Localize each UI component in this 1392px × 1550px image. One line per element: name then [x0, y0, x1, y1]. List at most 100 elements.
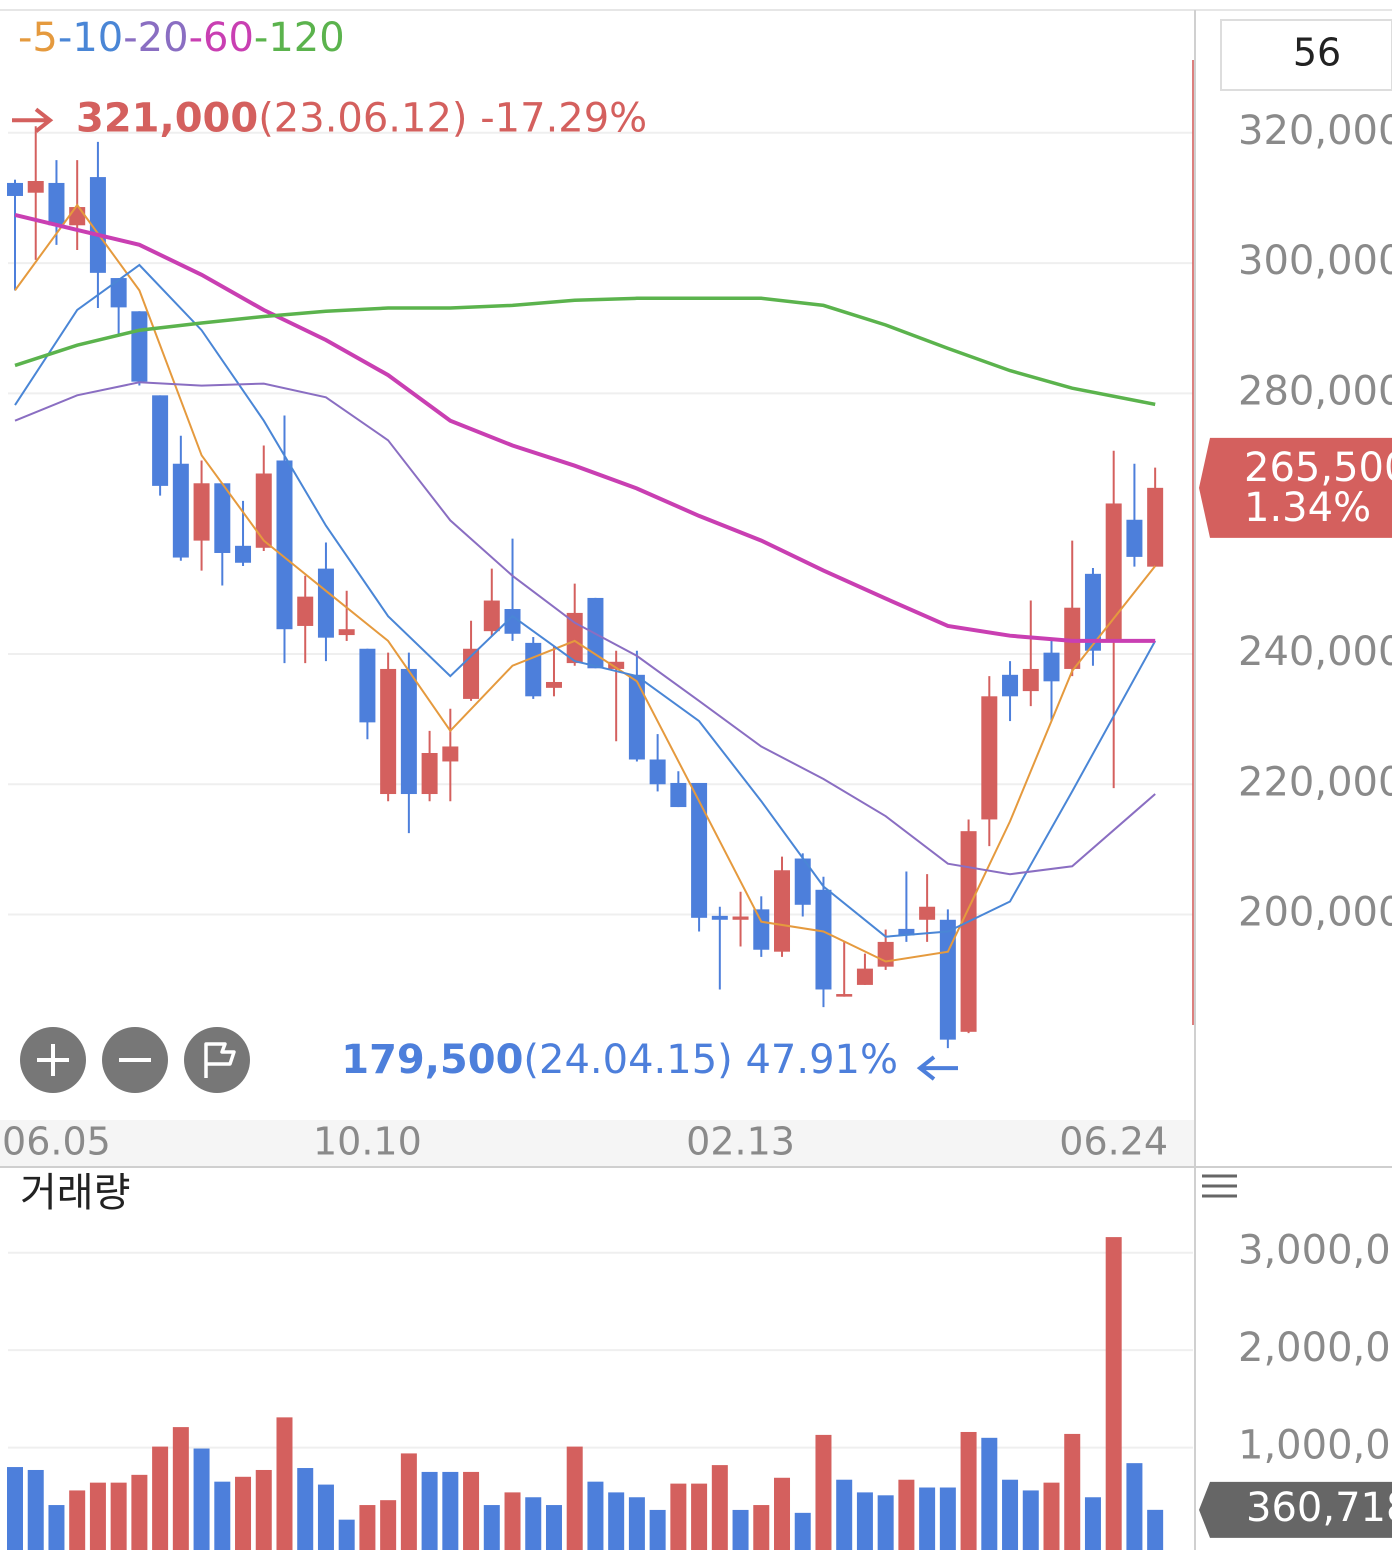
zoom-in-button[interactable] [20, 1027, 86, 1093]
volume-bar [338, 1519, 355, 1550]
legend-entry: -10 [58, 15, 123, 61]
volume-bar [421, 1471, 438, 1550]
y-tick-label: 240,000 [1238, 629, 1392, 675]
volume-bar [48, 1505, 65, 1550]
candle-body [235, 545, 252, 563]
volume-bar [89, 1482, 106, 1550]
candle-body [400, 668, 417, 795]
candle-body [504, 609, 521, 634]
y-tick-label: 2,000,000 [1238, 1325, 1392, 1371]
volume-bar [69, 1490, 86, 1550]
high-annotation: 321,000(23.06.12) -17.29% [76, 95, 647, 141]
volume-title: 거래량 [20, 1170, 130, 1216]
high-price: 321,000 [76, 95, 258, 141]
volume-current: 360,718 [1246, 1485, 1392, 1531]
current-tag [1199, 437, 1392, 538]
current-change: 1.34% [1244, 485, 1371, 531]
candle-body [359, 648, 376, 723]
candle-body [877, 941, 894, 967]
candle-body [89, 177, 106, 273]
candle-body [856, 968, 873, 985]
volume-tag [1199, 1481, 1392, 1538]
volume-bar [380, 1500, 397, 1550]
zoom-out-button[interactable] [102, 1027, 168, 1093]
candle-body [255, 473, 272, 548]
flag-button[interactable] [184, 1027, 250, 1093]
low-detail: (24.04.15) 47.91% [523, 1037, 898, 1083]
volume-bar [400, 1453, 417, 1550]
candle-body [1147, 487, 1164, 567]
candle-body [1064, 607, 1081, 669]
volume-bar [1126, 1463, 1143, 1550]
date-axis-band [0, 1120, 1195, 1166]
volume-bar [483, 1505, 500, 1550]
period-count[interactable]: 56 [1293, 31, 1341, 75]
volume-bar [545, 1505, 562, 1550]
candle-body [214, 483, 231, 553]
flag-circle[interactable] [184, 1027, 250, 1093]
candle-body [421, 752, 438, 795]
high-detail: (23.06.12) -17.29% [258, 95, 647, 141]
volume-bar [214, 1481, 231, 1550]
volume-bar [193, 1448, 210, 1550]
volume-bar [504, 1492, 521, 1550]
volume-bar [836, 1479, 853, 1550]
flag-icon[interactable] [204, 1042, 236, 1078]
candle-body [172, 463, 189, 558]
volume-bar [794, 1512, 811, 1550]
candle-body [297, 596, 314, 626]
candle-body [566, 612, 583, 664]
candle-body [649, 759, 666, 785]
menu-icon[interactable] [1202, 1174, 1237, 1198]
y-tick-label: 320,000 [1238, 108, 1392, 154]
candle-body [774, 870, 791, 952]
candle-body [898, 928, 915, 936]
y-tick-label: 300,000 [1238, 238, 1392, 284]
volume-bar [898, 1479, 915, 1550]
volume-bar [856, 1492, 873, 1550]
volume-bar [1064, 1433, 1081, 1550]
volume-bar [587, 1481, 604, 1550]
candle-body [1126, 519, 1143, 557]
volume-bar [442, 1471, 459, 1550]
candle-body [628, 674, 645, 760]
volume-bar [1043, 1482, 1060, 1550]
candle-body [152, 395, 169, 486]
candle-body [960, 831, 977, 1032]
volume-bar [1022, 1490, 1039, 1550]
candle-body [545, 681, 562, 688]
candle-body [1022, 668, 1039, 692]
volume-bar [1002, 1479, 1019, 1550]
candle-body [1084, 573, 1101, 651]
volume-bar [1147, 1509, 1164, 1550]
y-tick-label: 200,000 [1238, 890, 1392, 936]
volume-bar [939, 1487, 956, 1550]
volume-bar [110, 1482, 127, 1550]
volume-bar [877, 1495, 894, 1550]
volume-bar [525, 1497, 542, 1550]
candle-body [193, 483, 210, 541]
period-box[interactable] [1220, 19, 1392, 91]
menu-lines[interactable] [1202, 1174, 1237, 1198]
y-tick-label: 3,000,000 [1238, 1228, 1392, 1274]
candle-body [1105, 503, 1122, 641]
candle-body [981, 696, 998, 820]
candle-body [608, 661, 625, 669]
volume-bar [981, 1437, 998, 1550]
volume-bar [1084, 1497, 1101, 1550]
candle-body [27, 180, 44, 193]
candle-body [1043, 652, 1060, 682]
volume-bar [235, 1476, 252, 1550]
y-tick-label: 280,000 [1238, 368, 1392, 414]
volume-bar [566, 1446, 583, 1550]
candle-body [525, 642, 542, 697]
candle-body [670, 782, 687, 808]
high-arrow [12, 107, 54, 133]
volume-bar [276, 1417, 293, 1550]
candle-body [69, 207, 86, 226]
legend-entry: -60 [189, 15, 254, 61]
zoom-in-icon[interactable] [37, 1044, 69, 1076]
candle-body [380, 668, 397, 795]
